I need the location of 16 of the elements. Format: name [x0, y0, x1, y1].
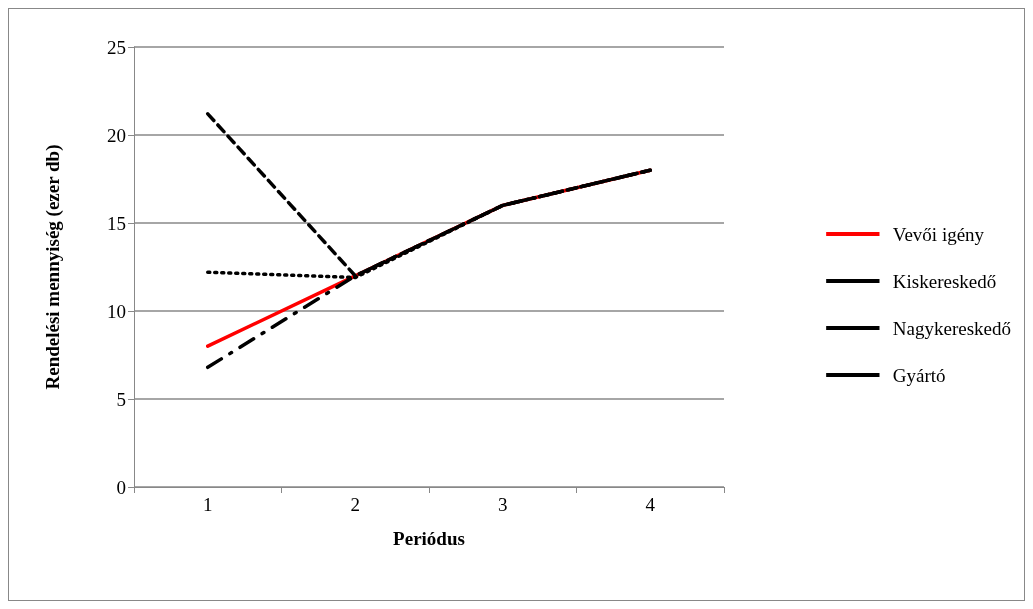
y-tick-label: 15 [107, 212, 126, 234]
y-tick-label: 10 [107, 300, 126, 322]
y-axis-title: Rendelési mennyiség (ezer db) [42, 144, 64, 390]
y-tick-label: 25 [107, 36, 126, 58]
legend-label: Kiskereskedő [892, 270, 997, 292]
y-tick-label: 5 [116, 388, 126, 410]
x-tick-label: 4 [645, 494, 656, 515]
x-axis-title: Periódus [393, 528, 465, 549]
legend-label: Nagykereskedő [892, 317, 1012, 339]
y-tick-label: 0 [116, 476, 126, 498]
x-tick-label: 1 [203, 494, 213, 515]
x-tick-label: 3 [498, 494, 508, 515]
legend-label: Gyártó [892, 364, 946, 386]
x-tick-label: 2 [350, 494, 360, 515]
y-tick-label: 20 [107, 124, 126, 146]
legend-label: Vevői igény [892, 223, 985, 245]
